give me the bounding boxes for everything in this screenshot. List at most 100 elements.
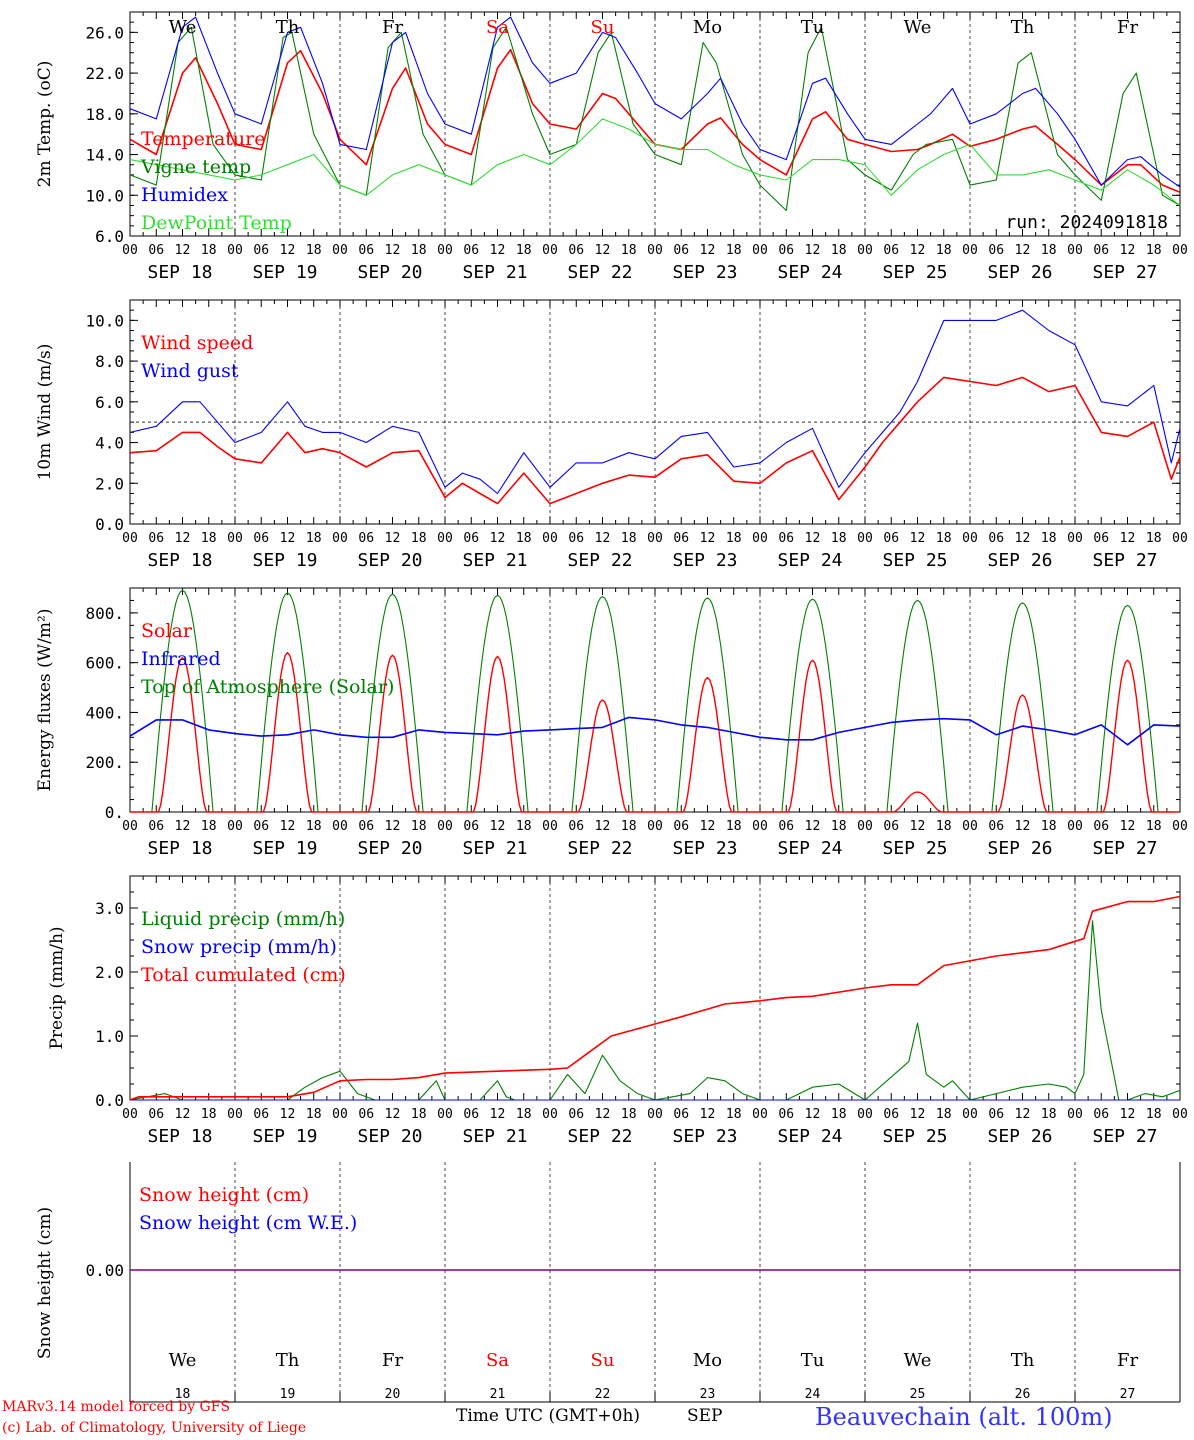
hour-tick-label: 12 <box>175 531 191 546</box>
legend-entry: Snow precip (mm/h) <box>141 936 337 958</box>
hour-tick-label: 12 <box>280 819 296 834</box>
hour-tick-label: 00 <box>332 1107 348 1122</box>
hour-tick-label: 18 <box>1146 1107 1162 1122</box>
y-tick-label: 0.0 <box>95 1091 124 1110</box>
hour-tick-label: 00 <box>752 819 768 834</box>
date-label: SEP 25 <box>883 1126 948 1147</box>
y-tick-label: 8.0 <box>95 352 124 371</box>
panel-frame <box>129 11 1181 237</box>
hour-tick-label: 12 <box>1015 1107 1031 1122</box>
hour-tick-label: 12 <box>700 1107 716 1122</box>
x-axis-title: Time UTC (GMT+0h) <box>456 1406 641 1426</box>
series-dewpoint-temp <box>129 118 1181 206</box>
weekday-label: Fr <box>1117 17 1138 38</box>
series-liquid-precip-mm-h- <box>129 920 1181 1101</box>
day-number-label: 23 <box>700 1387 716 1402</box>
y-tick-label: 200. <box>85 753 124 772</box>
legend-entry: Top of Atmosphere (Solar) <box>141 676 394 698</box>
hour-tick-label: 06 <box>358 243 374 258</box>
hour-tick-label: 06 <box>988 819 1004 834</box>
hour-tick-label: 00 <box>1067 1107 1083 1122</box>
date-label: SEP 19 <box>253 838 318 859</box>
hour-tick-label: 00 <box>122 819 138 834</box>
hour-tick-label: 12 <box>910 1107 926 1122</box>
date-label: SEP 26 <box>988 1126 1053 1147</box>
date-label: SEP 18 <box>148 550 213 571</box>
y-tick-label: 400. <box>85 703 124 722</box>
weekday-label: Mo <box>693 17 722 38</box>
hour-tick-label: 18 <box>621 819 637 834</box>
hour-tick-label: 18 <box>936 243 952 258</box>
hour-tick-label: 06 <box>673 531 689 546</box>
hour-tick-label: 06 <box>463 819 479 834</box>
weekday-label: Su <box>591 1350 615 1371</box>
model-credit: MARv3.14 model forced by GFS <box>2 1399 231 1415</box>
hour-tick-label: 06 <box>463 243 479 258</box>
hour-tick-label: 00 <box>227 243 243 258</box>
date-label: SEP 25 <box>883 262 948 283</box>
hour-tick-label: 12 <box>280 531 296 546</box>
panel-frame <box>129 299 1181 525</box>
hour-tick-label: 00 <box>752 1107 768 1122</box>
hour-tick-label: 12 <box>1120 819 1136 834</box>
weekday-label: Fr <box>382 17 403 38</box>
y-tick-label: 6.0 <box>95 227 124 246</box>
hour-tick-label: 12 <box>1015 243 1031 258</box>
hour-tick-label: 18 <box>1041 819 1057 834</box>
hour-tick-label: 06 <box>1093 531 1109 546</box>
legend-entry: Wind speed <box>141 332 253 354</box>
panel-3: 800. 600. 400. 200. 0. Energy fluxes (W/m²) So… <box>35 587 1188 859</box>
date-label: SEP 25 <box>883 550 948 571</box>
hour-tick-label: 18 <box>726 1107 742 1122</box>
series-infrared <box>129 716 1181 746</box>
hour-tick-label: 06 <box>253 531 269 546</box>
hour-tick-label: 12 <box>1120 531 1136 546</box>
series-top-of-atmosphere <box>130 589 1178 813</box>
hour-tick-label: 00 <box>437 819 453 834</box>
hour-tick-label: 00 <box>227 1107 243 1122</box>
panel-1: 26.0 22.0 18.0 14.0 10.0 6.0 2m Temp. (oC) We Th… <box>35 11 1188 283</box>
weekday-label: Tu <box>801 17 825 38</box>
day-number-label: 21 <box>490 1387 506 1402</box>
date-label: SEP 23 <box>673 262 738 283</box>
day-number-label: 22 <box>595 1387 611 1402</box>
hour-tick-label: 12 <box>595 1107 611 1122</box>
hour-tick-label: 06 <box>778 1107 794 1122</box>
y-tick-label: 6.0 <box>95 393 124 412</box>
hour-tick-label: 12 <box>1015 819 1031 834</box>
y-tick-label: 4.0 <box>95 434 124 453</box>
date-label: SEP 24 <box>778 838 843 859</box>
hour-tick-label: 06 <box>673 819 689 834</box>
y-tick-label: 26.0 <box>85 23 124 42</box>
date-label: SEP 26 <box>988 550 1053 571</box>
legend-entry: Temperature <box>141 128 265 150</box>
hour-tick-label: 06 <box>358 531 374 546</box>
hour-tick-label: 18 <box>201 1107 217 1122</box>
hour-tick-label: 18 <box>936 819 952 834</box>
hour-tick-label: 18 <box>306 531 322 546</box>
hour-tick-label: 00 <box>332 819 348 834</box>
hour-tick-label: 18 <box>831 531 847 546</box>
hour-tick-label: 12 <box>385 819 401 834</box>
y-tick-label: 2.0 <box>95 474 124 493</box>
y-axis-label: Energy fluxes (W/m²) <box>35 609 55 792</box>
hour-tick-label: 12 <box>490 531 506 546</box>
hour-tick-label: 12 <box>175 819 191 834</box>
hour-tick-label: 06 <box>883 531 899 546</box>
hour-tick-label: 00 <box>857 819 873 834</box>
weekday-label: Fr <box>1117 1350 1138 1371</box>
hour-tick-label: 06 <box>148 531 164 546</box>
hour-tick-label: 06 <box>673 1107 689 1122</box>
hour-tick-label: 00 <box>962 531 978 546</box>
hour-tick-label: 06 <box>1093 243 1109 258</box>
weekday-label: Th <box>1011 17 1035 38</box>
panel-2: 10.0 8.0 6.0 4.0 2.0 0.0 10m Wind (m/s) Wind sp… <box>35 299 1188 571</box>
date-label: SEP 18 <box>148 1126 213 1147</box>
y-tick-label: 800. <box>85 604 124 623</box>
date-label: SEP 21 <box>463 262 528 283</box>
date-label: SEP 27 <box>1093 550 1158 571</box>
legend-entry: Snow height (cm W.E.) <box>139 1212 357 1234</box>
y-tick-label: 10.0 <box>85 186 124 205</box>
date-label: SEP 24 <box>778 262 843 283</box>
